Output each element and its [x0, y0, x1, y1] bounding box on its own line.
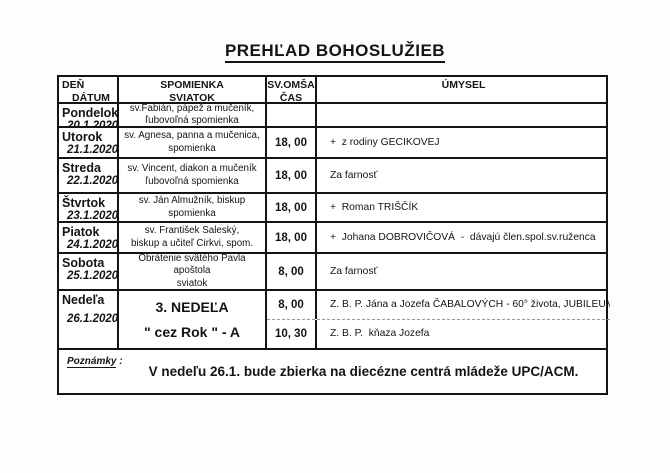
mass-time	[267, 104, 317, 126]
mass-time: 18, 00	[267, 159, 317, 192]
feast-line2: spomienka	[168, 207, 216, 219]
feast-cell: sv. Agnesa, panna a mučenica, spomienka	[119, 128, 267, 157]
table-row-monday: Pondelok 20.1.2020 sv.Fabián, pápež a mu…	[59, 104, 606, 128]
day-cell: Sobota 25.1.2020	[59, 254, 119, 289]
feast-cell: sv. František Saleský, biskup a učiteľ C…	[119, 223, 267, 252]
schedule-table: DEŇ DÁTUM SPOMIENKA SVIATOK SV.OMŠA ČAS …	[57, 75, 610, 395]
mass-time: 18, 00	[267, 194, 317, 221]
table-header-row: DEŇ DÁTUM SPOMIENKA SVIATOK SV.OMŠA ČAS …	[59, 77, 606, 104]
sunday-mass-1: 8, 00 Z. B. P. Jána a Jozefa ČABALOVÝCH …	[267, 291, 610, 320]
notes-label: Poznámky :	[67, 356, 123, 368]
day-name: Štvrtok	[62, 196, 106, 210]
feast-line1: sv. Vincent, diakon a mučeník	[127, 163, 257, 175]
header-intention: ÚMYSEL	[317, 77, 610, 102]
notes-row: Poznámky : V nedeľu 26.1. bude zbierka n…	[59, 350, 606, 393]
day-name: Pondelok	[62, 106, 119, 120]
header-feast-line2: SVIATOK	[169, 91, 215, 102]
feast-line2: sviatok	[176, 277, 208, 289]
header-intention-text: ÚMYSEL	[441, 79, 486, 91]
feast-line1: 3. NEDEĽA	[155, 299, 229, 316]
notes-label-word: Poznámky	[67, 356, 117, 368]
mass-intention: Za farnosť	[330, 266, 378, 277]
day-date: 23.1.2020	[67, 210, 119, 221]
day-name: Streda	[62, 161, 101, 175]
feast-line2: ľubovoľná spomienka	[145, 115, 239, 126]
feast-cell: sv. Vincent, diakon a mučeník ľubovoľná …	[119, 159, 267, 192]
feast-cell: Obrátenie svätého Pavla apoštola sviatok	[119, 254, 267, 289]
day-date: 20.1.2020	[67, 120, 117, 126]
day-date: 26.1.2020	[67, 313, 119, 326]
header-time-line2: ČAS	[279, 91, 303, 102]
day-date: 22.1.2020	[67, 175, 119, 188]
header-feast: SPOMIENKA SVIATOK	[119, 77, 267, 102]
mass-intention: + Johana DOBROVIČOVÁ - dávajú člen.spol.…	[330, 232, 596, 243]
table-row-wednesday: Streda 22.1.2020 sv. Vincent, diakon a m…	[59, 159, 606, 194]
day-cell: Pondelok 20.1.2020	[59, 104, 119, 126]
day-name: Utorok	[62, 130, 103, 144]
day-name: Piatok	[62, 225, 100, 239]
feast-line1: Obrátenie svätého Pavla apoštola	[138, 254, 246, 277]
header-time-line1: SV.OMŠA	[267, 79, 315, 91]
feast-line1: sv. František Saleský,	[144, 225, 240, 237]
day-date: 24.1.2020	[67, 239, 119, 252]
header-feast-line1: SPOMIENKA	[160, 79, 224, 91]
feast-line2: biskup a učiteľ Cirkvi, spom.	[130, 237, 254, 249]
mass-time: 18, 00	[267, 128, 317, 157]
day-cell: Streda 22.1.2020	[59, 159, 119, 192]
notes-cell: Poznámky : V nedeľu 26.1. bude zbierka n…	[59, 350, 606, 393]
header-day: DEŇ DÁTUM	[59, 77, 119, 102]
feast-cell: sv. Ján Almužník, biskup spomienka	[119, 194, 267, 221]
mass-time: 8, 00	[267, 254, 317, 289]
feast-line2: spomienka	[168, 142, 216, 154]
day-cell: Utorok 21.1.2020	[59, 128, 119, 157]
notes-text: V nedeľu 26.1. bude zbierka na diecézne …	[148, 364, 579, 379]
mass-intention: + z rodiny GECIKOVEJ	[330, 137, 440, 148]
table-row-tuesday: Utorok 21.1.2020 sv. Agnesa, panna a muč…	[59, 128, 606, 159]
day-cell: Štvrtok 23.1.2020	[59, 194, 119, 221]
header-day-line1: DEŇ	[62, 79, 85, 91]
mass-intention: Z. B. P. Jána a Jozefa ČABALOVÝCH - 60° …	[330, 299, 610, 311]
header-time: SV.OMŠA ČAS	[267, 77, 317, 102]
mass-intention: Za farnosť	[330, 170, 378, 181]
header-day-line2: DÁTUM	[72, 91, 110, 102]
mass-time: 8, 00	[267, 291, 317, 319]
feast-cell: sv.Fabián, pápež a mučeník, ľubovoľná sp…	[119, 104, 267, 126]
table-row-friday: Piatok 24.1.2020 sv. František Saleský, …	[59, 223, 606, 254]
sunday-mass-2: 10, 30 Z. B. P. kňaza Jozefa	[267, 319, 610, 348]
mass-intention: Z. B. P. kňaza Jozefa	[330, 328, 430, 340]
table-row-saturday: Sobota 25.1.2020 Obrátenie svätého Pavla…	[59, 254, 606, 291]
day-cell: Nedeľa 26.1.2020	[59, 291, 119, 348]
table-row-sunday: Nedeľa 26.1.2020 3. NEDEĽA " cez Rok " -…	[59, 291, 610, 350]
feast-line2: ľubovoľná spomienka	[145, 175, 239, 187]
feast-cell: 3. NEDEĽA " cez Rok " - A	[119, 291, 267, 348]
day-date: 21.1.2020	[67, 144, 119, 157]
mass-time: 18, 00	[267, 223, 317, 252]
notes-label-colon: :	[119, 356, 123, 367]
feast-line1: sv.Fabián, pápež a mučeník,	[129, 104, 255, 114]
page-title: PREHĽAD BOHOSLUŽIEB	[0, 41, 670, 63]
feast-line1: sv. Agnesa, panna a mučenica,	[124, 130, 260, 142]
day-cell: Piatok 24.1.2020	[59, 223, 119, 252]
mass-intention	[317, 104, 610, 126]
mass-intention: + Roman TRIŠČÍK	[330, 202, 419, 213]
day-date: 25.1.2020	[67, 270, 119, 283]
feast-line2: " cez Rok " - A	[144, 323, 240, 340]
table-row-thursday: Štvrtok 23.1.2020 sv. Ján Almužník, bisk…	[59, 194, 606, 223]
day-name: Sobota	[62, 256, 105, 270]
feast-line1: sv. Ján Almužník, biskup	[138, 195, 246, 207]
day-name: Nedeľa	[62, 293, 105, 307]
mass-time: 10, 30	[267, 319, 317, 348]
sunday-masses: 8, 00 Z. B. P. Jána a Jozefa ČABALOVÝCH …	[267, 291, 610, 348]
page-title-text: PREHĽAD BOHOSLUŽIEB	[224, 41, 446, 63]
